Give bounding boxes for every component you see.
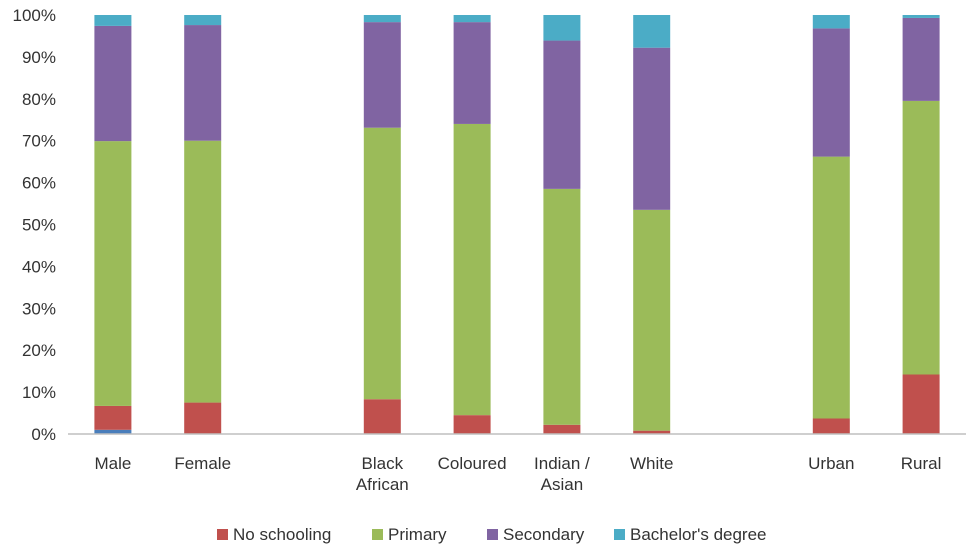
x-category-label-line: Asian bbox=[541, 475, 584, 494]
bar-segment-bachelor-s-degree bbox=[184, 15, 222, 26]
bar-segment-secondary bbox=[902, 17, 940, 101]
legend-item: Primary bbox=[372, 525, 447, 544]
x-category-label: Rural bbox=[901, 454, 942, 473]
bar-segment-no-schooling bbox=[812, 418, 850, 434]
bar-segment-primary bbox=[453, 123, 491, 416]
x-category-label: Coloured bbox=[438, 454, 507, 473]
legend: No schooling Primary Secondary Bachelor's d… bbox=[217, 525, 767, 544]
x-category-label-line: African bbox=[356, 475, 409, 494]
bar-segment-bachelor-s-degree bbox=[363, 15, 401, 23]
bar-segment-primary bbox=[363, 127, 401, 400]
bars bbox=[94, 15, 940, 434]
bar-segment-primary bbox=[184, 140, 222, 403]
legend-item: No schooling bbox=[217, 525, 331, 544]
legend-swatch bbox=[372, 529, 383, 540]
bar-stack bbox=[633, 15, 671, 434]
x-category-label-line: Rural bbox=[901, 454, 942, 473]
bar-segment-primary bbox=[902, 100, 940, 375]
legend-item: Secondary bbox=[487, 525, 585, 544]
x-category-label-line: Male bbox=[94, 454, 131, 473]
bar-segment-secondary bbox=[453, 22, 491, 124]
legend-label: No schooling bbox=[233, 525, 331, 544]
x-category-label: Indian / Asian bbox=[534, 454, 590, 494]
bar-segment-no-schooling bbox=[184, 402, 222, 434]
bar-segment-primary bbox=[812, 156, 850, 419]
legend-item: Bachelor's degree bbox=[614, 525, 767, 544]
bar-segment-no-schooling bbox=[902, 374, 940, 434]
x-category-label-line: Coloured bbox=[438, 454, 507, 473]
y-tick-label: 30% bbox=[22, 299, 56, 318]
bar-segment-secondary bbox=[633, 47, 671, 210]
bar-stack bbox=[363, 15, 401, 434]
x-category-label: Black African bbox=[356, 454, 409, 494]
bar-segment-secondary bbox=[363, 22, 401, 128]
bar-stack bbox=[453, 15, 491, 434]
y-tick-label: 90% bbox=[22, 48, 56, 67]
x-category-label-line: Female bbox=[174, 454, 231, 473]
y-axis-ticks: 0% 10% 20% 30% 40% 50% 60% 70% 80% 90% 100% bbox=[13, 6, 56, 444]
bar-segment-no-schooling bbox=[453, 415, 491, 434]
bar-segment-bachelor-s-degree bbox=[453, 15, 491, 23]
bar-segment-primary bbox=[543, 188, 581, 425]
bar-segment-bachelor-s-degree bbox=[94, 15, 132, 26]
y-tick-label: 100% bbox=[13, 6, 56, 25]
x-category-label: Male bbox=[94, 454, 131, 473]
bar-segment-no-schooling bbox=[363, 399, 401, 434]
bar-stack bbox=[812, 15, 850, 434]
x-category-label: Urban bbox=[808, 454, 854, 473]
bar-segment-primary bbox=[94, 141, 132, 406]
x-category-label-line: Indian / bbox=[534, 454, 590, 473]
y-tick-label: 50% bbox=[22, 216, 56, 235]
bar-segment-unlabeled bbox=[94, 429, 132, 434]
x-category-label: Female bbox=[174, 454, 231, 473]
legend-swatch bbox=[217, 529, 228, 540]
y-tick-label: 80% bbox=[22, 90, 56, 109]
x-category-label: White bbox=[630, 454, 673, 473]
bar-stack bbox=[184, 15, 222, 434]
bar-stack bbox=[94, 15, 132, 434]
bar-segment-secondary bbox=[94, 25, 132, 142]
y-tick-label: 10% bbox=[22, 383, 56, 402]
y-tick-label: 0% bbox=[31, 425, 56, 444]
legend-swatch bbox=[614, 529, 625, 540]
bar-segment-no-schooling bbox=[633, 430, 671, 434]
x-category-label-line: White bbox=[630, 454, 673, 473]
bar-segment-no-schooling bbox=[94, 405, 132, 430]
y-tick-label: 60% bbox=[22, 174, 56, 193]
y-tick-label: 20% bbox=[22, 341, 56, 360]
bar-segment-secondary bbox=[812, 28, 850, 157]
legend-swatch bbox=[487, 529, 498, 540]
legend-label: Bachelor's degree bbox=[630, 525, 767, 544]
y-tick-label: 40% bbox=[22, 257, 56, 276]
bar-segment-no-schooling bbox=[543, 424, 581, 434]
bar-segment-bachelor-s-degree bbox=[812, 15, 850, 29]
x-category-label-line: Black bbox=[362, 454, 404, 473]
bar-segment-secondary bbox=[543, 40, 581, 189]
bar-segment-bachelor-s-degree bbox=[633, 15, 671, 48]
x-category-label-line: Urban bbox=[808, 454, 854, 473]
bar-stack bbox=[543, 15, 581, 434]
bar-segment-secondary bbox=[184, 25, 222, 141]
legend-label: Secondary bbox=[503, 525, 585, 544]
legend-label: Primary bbox=[388, 525, 447, 544]
x-axis-labels: Male Female Black African Coloured Indian / As… bbox=[94, 454, 941, 494]
bar-segment-bachelor-s-degree bbox=[543, 15, 581, 41]
bar-segment-bachelor-s-degree bbox=[902, 15, 940, 18]
bar-segment-primary bbox=[633, 209, 671, 431]
y-tick-label: 70% bbox=[22, 132, 56, 151]
bar-stack bbox=[902, 15, 940, 434]
